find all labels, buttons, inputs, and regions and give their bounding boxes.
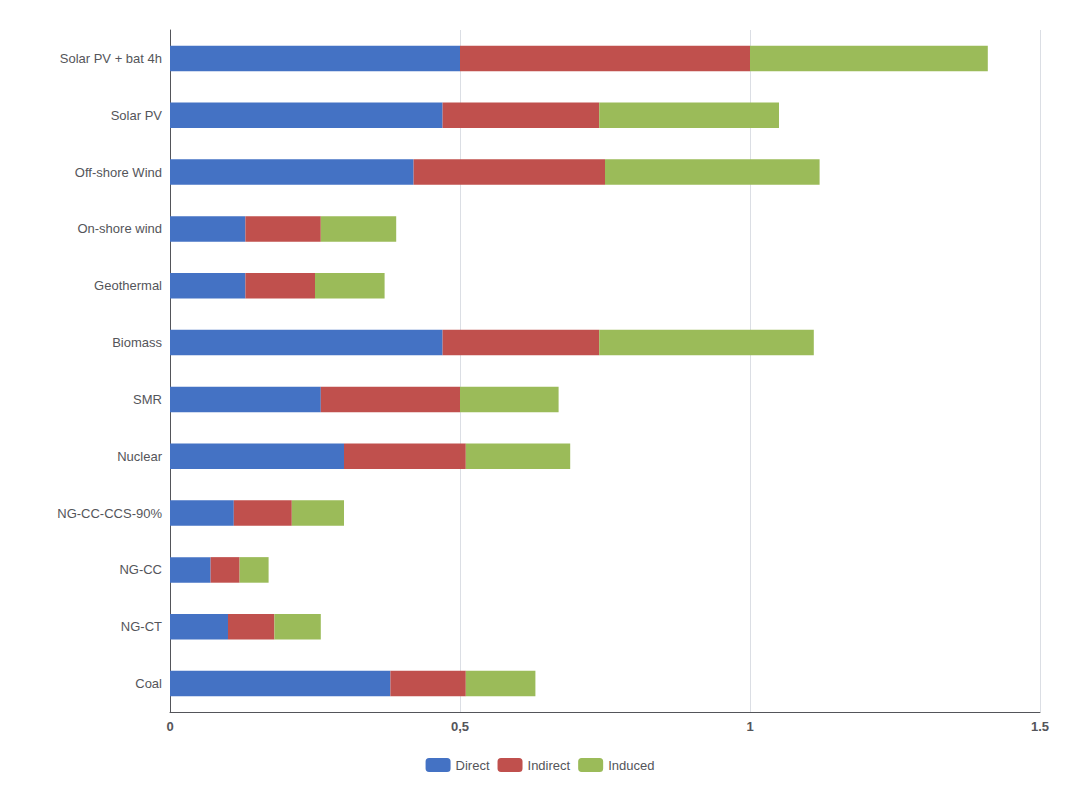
- svg-text:Geothermal: Geothermal: [94, 278, 162, 293]
- svg-text:Indirect: Indirect: [528, 758, 571, 773]
- svg-text:1.5: 1.5: [1031, 719, 1049, 734]
- svg-text:Off-shore Wind: Off-shore Wind: [75, 165, 162, 180]
- svg-text:0: 0: [166, 719, 173, 734]
- svg-text:SMR: SMR: [133, 392, 162, 407]
- svg-text:Solar PV: Solar PV: [111, 108, 163, 123]
- svg-text:Coal: Coal: [135, 676, 162, 691]
- svg-text:Biomass: Biomass: [112, 335, 162, 350]
- svg-text:NG-CT: NG-CT: [121, 619, 162, 634]
- svg-text:1: 1: [746, 719, 753, 734]
- svg-text:0,5: 0,5: [451, 719, 469, 734]
- svg-text:Solar PV + bat 4h: Solar PV + bat 4h: [60, 51, 162, 66]
- svg-text:Nuclear: Nuclear: [117, 449, 162, 464]
- svg-text:Induced: Induced: [608, 758, 654, 773]
- svg-text:NG-CC-CCS-90%: NG-CC-CCS-90%: [57, 506, 162, 521]
- svg-text:Direct: Direct: [456, 758, 490, 773]
- svg-text:NG-CC: NG-CC: [119, 562, 162, 577]
- svg-text:On-shore wind: On-shore wind: [77, 221, 162, 236]
